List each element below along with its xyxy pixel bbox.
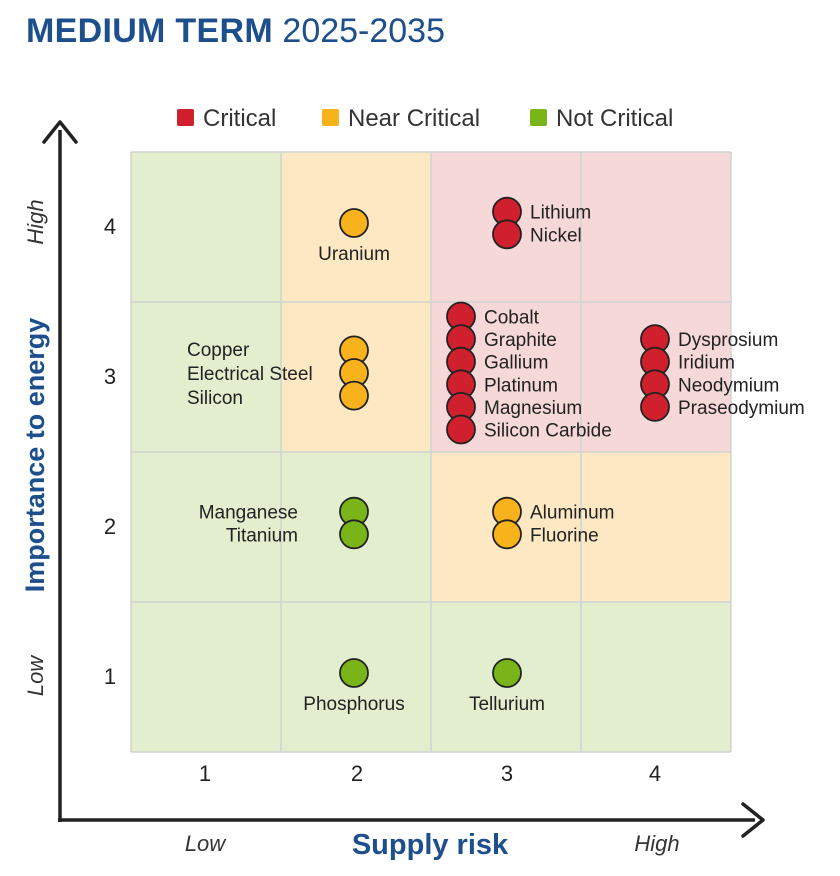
legend: Critical Near Critical Not Critical [177, 105, 673, 132]
legend-item-critical: Critical [177, 105, 276, 132]
y-tick-label: 4 [104, 214, 116, 239]
x-axis-arrow [741, 802, 765, 838]
point-label: Tellurium [469, 694, 545, 715]
y-tick-label: 1 [104, 664, 116, 689]
x-tick-label: 3 [501, 761, 513, 786]
y-tick-label: 2 [104, 514, 116, 539]
y-low-label: Low [23, 654, 48, 696]
point-label: Gallium [484, 353, 548, 374]
title-years: 2025-2035 [282, 12, 446, 50]
legend-label: Critical [203, 105, 276, 132]
zone-not-critical [131, 452, 281, 602]
zone-not-critical [131, 302, 281, 452]
legend-item-not-critical: Not Critical [530, 105, 673, 132]
point-label: Phosphorus [303, 694, 404, 715]
zone-not-critical [131, 152, 281, 302]
point-group: Copper Electrical Steel Silicon [187, 335, 369, 411]
point-label: Silicon [187, 388, 243, 409]
y-axis-title: Importance to energy [20, 318, 50, 593]
point-label: Fluorine [530, 525, 599, 546]
point-label: Cobalt [484, 308, 540, 329]
zone-not-critical [581, 602, 731, 752]
x-tick-label: 1 [199, 761, 211, 786]
legend-item-near-critical: Near Critical [322, 105, 480, 132]
legend-label: Not Critical [556, 105, 673, 132]
point-fluorine [492, 519, 522, 550]
x-high-label: High [634, 831, 679, 856]
point-silicon [339, 380, 369, 411]
x-tick-label: 4 [649, 761, 661, 786]
zone-critical [581, 152, 731, 302]
axes: 1 2 3 4 1 2 3 4 Low High Supply risk High Low Importa… [20, 120, 765, 861]
point-label: Manganese [199, 503, 298, 524]
y-tick-label: 3 [104, 364, 116, 389]
point-label: Copper [187, 340, 250, 361]
zone-not-critical [131, 602, 281, 752]
zone-near-critical [581, 452, 731, 602]
point-label: Neodymium [678, 375, 779, 396]
zone-grid [130, 151, 732, 753]
point-uranium [339, 208, 369, 238]
point-label: Uranium [318, 244, 390, 265]
point-label: Electrical Steel [187, 364, 313, 385]
point-label: Dysprosium [678, 330, 778, 351]
y-axis-arrow [42, 120, 78, 144]
legend-label: Near Critical [348, 105, 480, 132]
point-label: Praseodymium [678, 398, 805, 419]
y-high-label: High [23, 199, 48, 244]
point-label: Magnesium [484, 398, 582, 419]
point-label: Nickel [530, 225, 582, 246]
point-titanium [339, 519, 369, 550]
point-label: Aluminum [530, 503, 614, 524]
point-phosphorus [339, 658, 369, 688]
point-group: Tellurium [469, 658, 545, 715]
point-label: Lithium [530, 203, 591, 224]
point-label: Graphite [484, 330, 557, 351]
point-group: Phosphorus [303, 658, 405, 715]
legend-swatch [530, 109, 547, 126]
point-silicon-carbide [446, 414, 476, 445]
page-title: MEDIUM TERM 2025-2035 [26, 12, 445, 51]
legend-swatch [177, 109, 194, 126]
point-label: Platinum [484, 375, 558, 396]
point-tellurium [492, 658, 522, 688]
point-praseodymium [640, 391, 670, 422]
point-nickel [492, 219, 522, 250]
title-bold: MEDIUM TERM [26, 12, 273, 50]
point-group: Uranium [318, 208, 390, 265]
legend-swatch [322, 109, 339, 126]
x-axis-title: Supply risk [352, 829, 509, 861]
x-low-label: Low [185, 831, 227, 856]
point-label: Titanium [226, 525, 298, 546]
point-label: Iridium [678, 353, 735, 374]
point-label: Silicon Carbide [484, 421, 612, 442]
point-group: CobaltGraphiteGalliumPlatinumMagnesiumSi… [446, 301, 612, 445]
x-tick-label: 2 [351, 761, 363, 786]
